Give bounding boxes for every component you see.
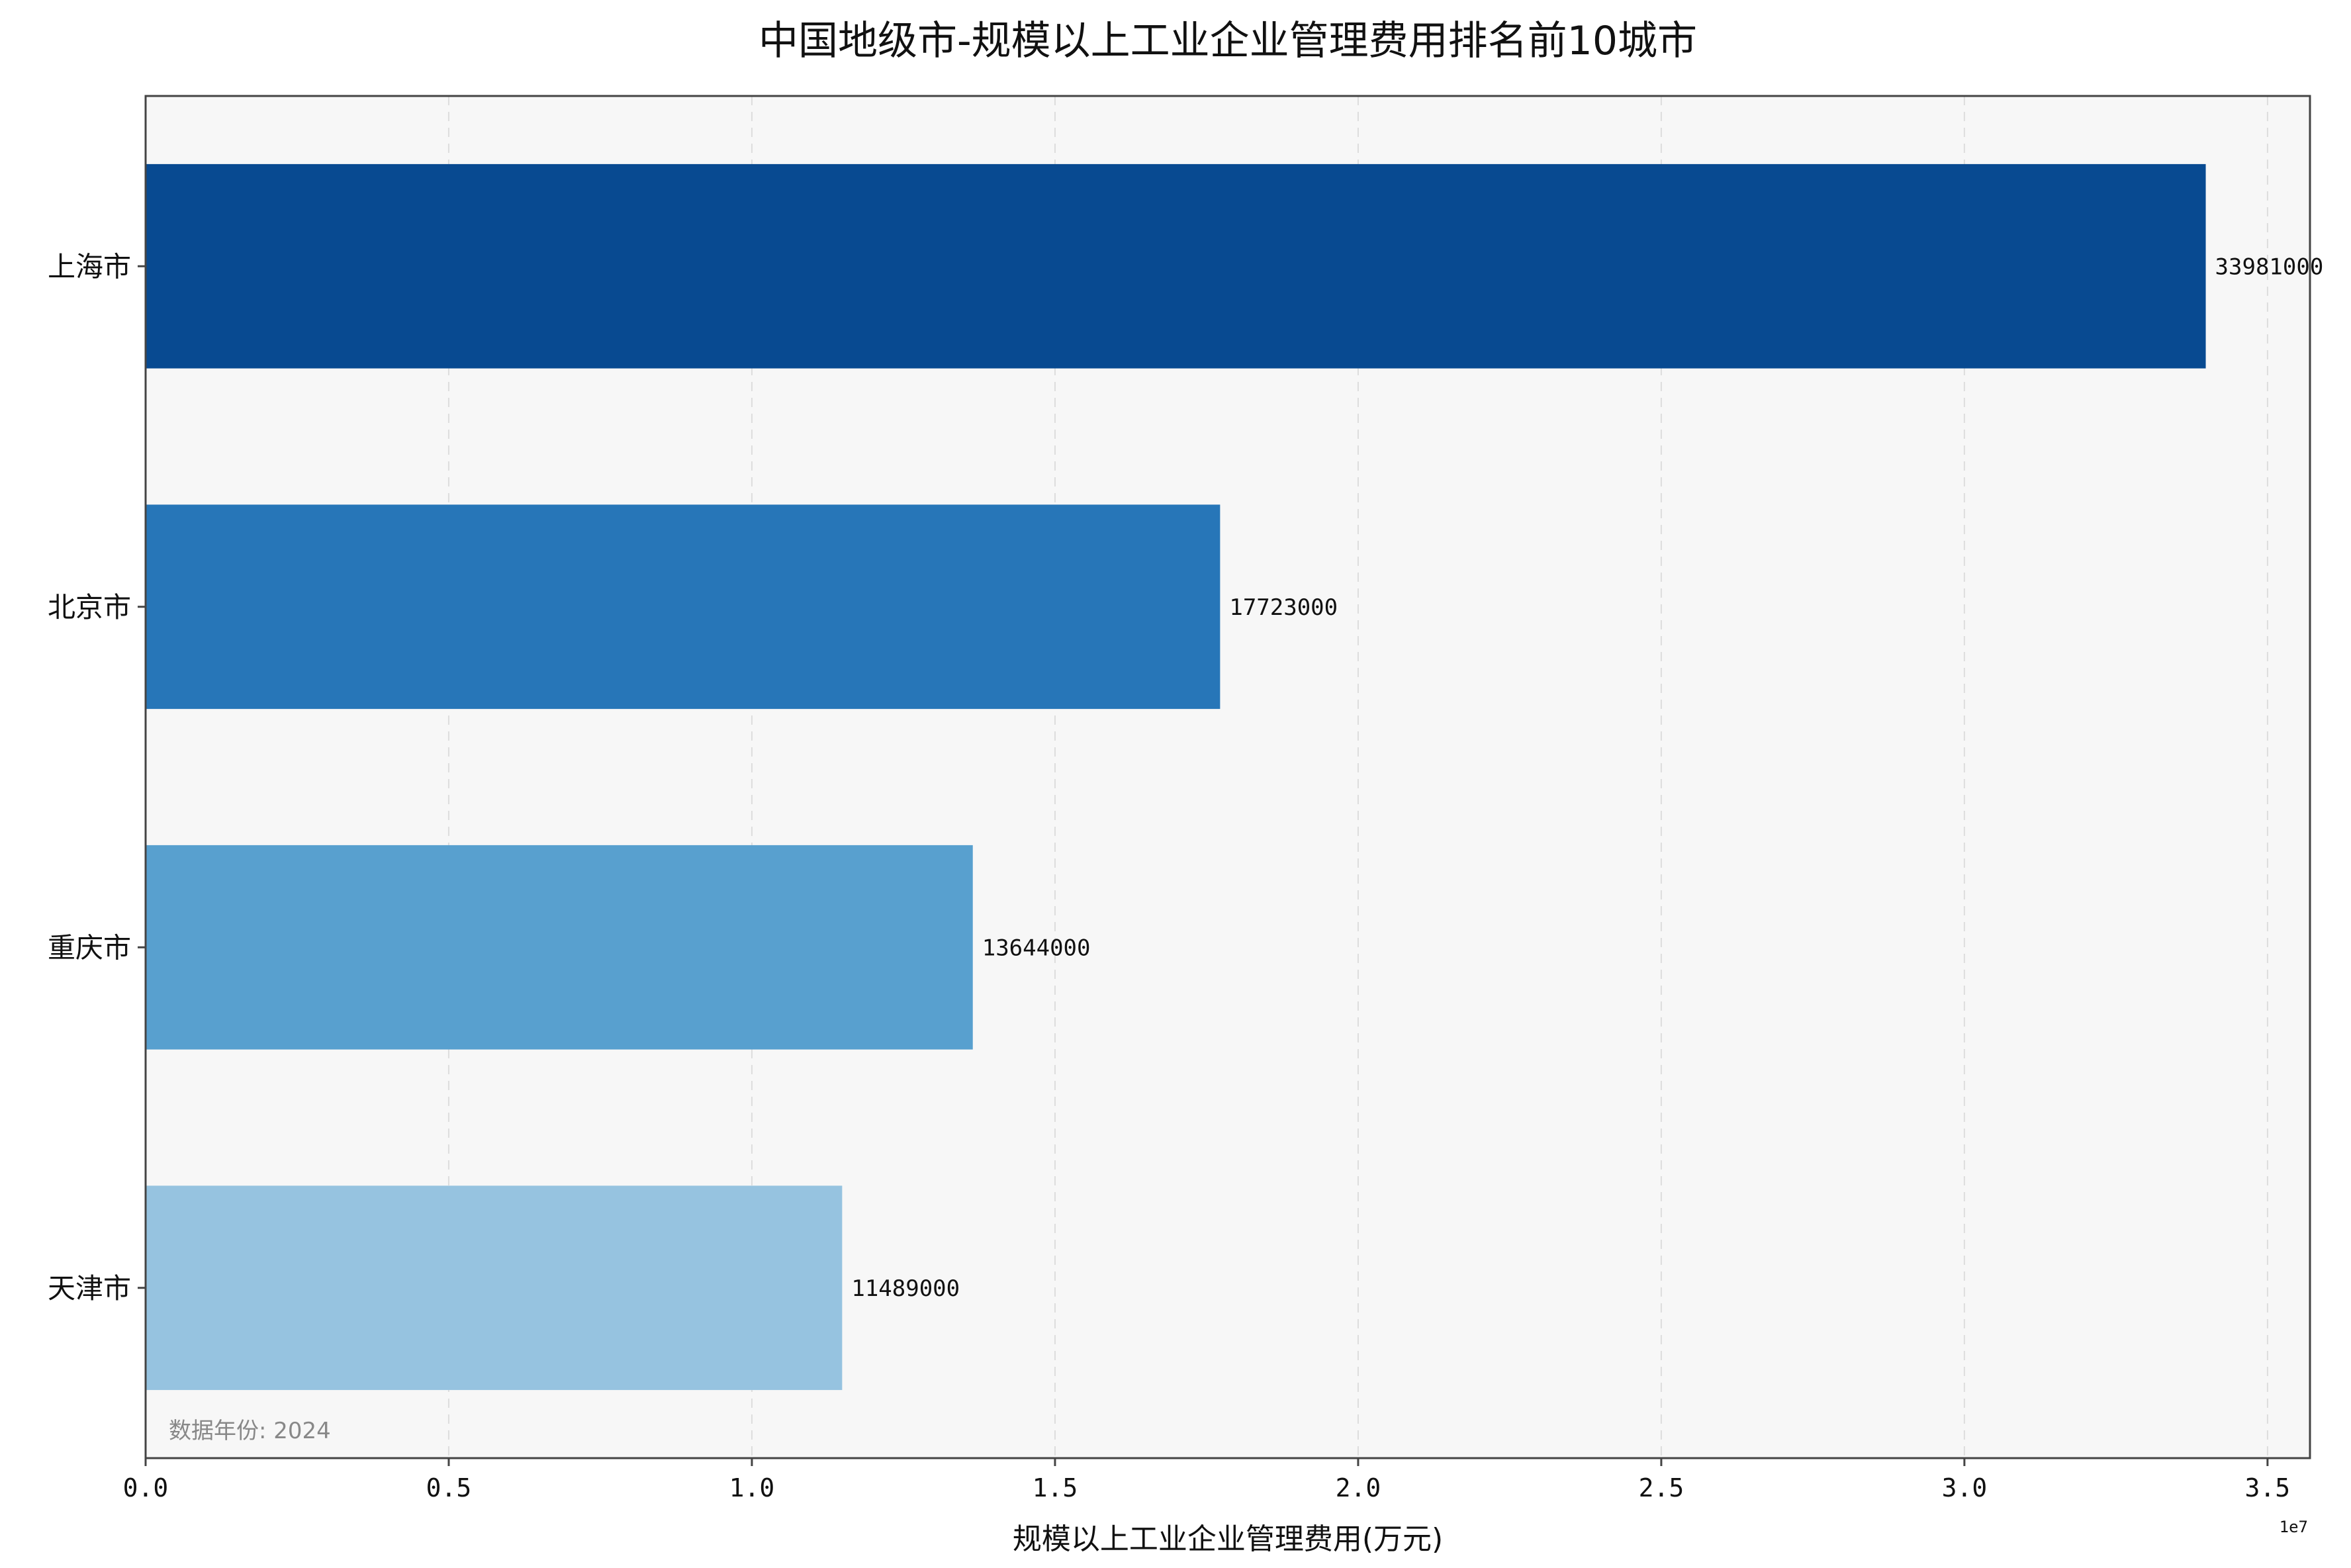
bars	[146, 163, 2206, 1391]
x-tick-label: 0.5	[426, 1473, 472, 1502]
x-axis-title: 规模以上工业企业管理费用(万元)	[1013, 1522, 1443, 1556]
x-tick-label: 2.0	[1336, 1473, 1381, 1502]
x-tick-label: 1.0	[729, 1473, 775, 1502]
x-tick-label: 3.0	[1942, 1473, 1988, 1502]
category-label: 上海市	[48, 250, 131, 283]
bar	[146, 1185, 843, 1391]
bar-value-label: 11489000	[851, 1275, 960, 1302]
labels: 0.0 0.5 1.0 1.5 2.0 2.5 3.0 3.5 上海市 33981000 北京市 17…	[48, 250, 2323, 1502]
x-tick-label: 1.5	[1033, 1473, 1078, 1502]
category-label: 北京市	[48, 591, 131, 623]
bar-value-label: 33981000	[2215, 254, 2324, 280]
axis-ticks	[138, 265, 2269, 1466]
x-axis-offset-label: 1e7	[2280, 1518, 2308, 1536]
data-year-note: 数据年份: 2024	[169, 1418, 331, 1444]
plot-frame	[144, 95, 2311, 1459]
category-label: 天津市	[48, 1272, 131, 1305]
category-label: 重庆市	[48, 931, 131, 964]
bar	[146, 163, 2206, 369]
bar-value-label: 17723000	[1229, 594, 1338, 621]
bar	[146, 504, 1221, 710]
x-tick-label: 0.0	[123, 1473, 169, 1502]
bar	[146, 845, 973, 1050]
x-tick-label: 3.5	[2245, 1473, 2291, 1502]
x-tick-label: 2.5	[1639, 1473, 1684, 1502]
bar-value-label: 13644000	[982, 935, 1091, 961]
chart-title: 中国地级市-规模以上工业企业管理费用排名前10城市	[759, 18, 1697, 64]
